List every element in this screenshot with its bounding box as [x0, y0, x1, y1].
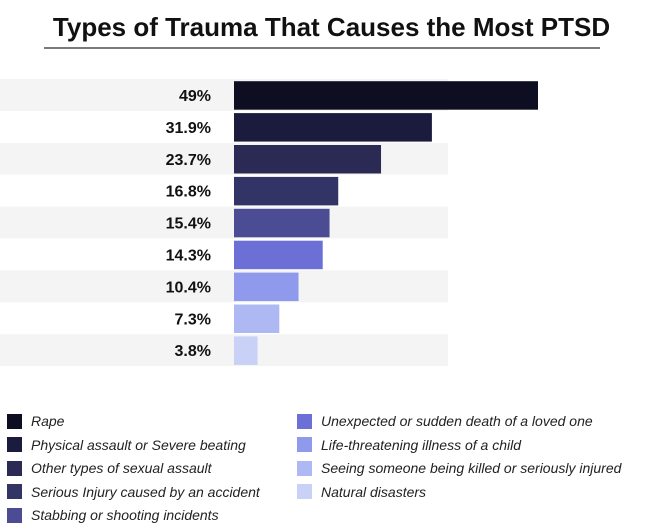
row-band: [0, 334, 448, 367]
value-label: 14.3%: [166, 247, 211, 264]
bar-chart: 49% 31.9% 23.7% 16.8% 15.4% 14.3% 10.4% 7.3% 3.8…: [0, 79, 538, 367]
legend-label: Unexpected or sudden death of a loved on…: [321, 413, 593, 429]
bar: [234, 272, 299, 302]
bar: [234, 240, 323, 270]
bar: [234, 304, 280, 333]
legend-item: Unexpected or sudden death of a loved on…: [297, 411, 593, 431]
legend-swatch: [7, 507, 22, 523]
value-label: 3.8%: [175, 343, 211, 360]
legend-swatch: [297, 484, 312, 499]
bar: [234, 145, 382, 174]
value-label: 7.3%: [175, 311, 211, 328]
chart-legend: Rape Physical assault or Severe beating Ot…: [0, 410, 663, 523]
legend-item: Seeing someone being killed or seriously…: [297, 458, 621, 478]
legend-item: Stabbing or shooting incidents: [7, 505, 219, 525]
value-label: 15.4%: [166, 216, 211, 233]
legend-swatch: [7, 437, 22, 452]
legend-item: Natural disasters: [297, 482, 426, 502]
legend-item: Serious Injury caused by an accident: [7, 482, 260, 502]
legend-label: Stabbing or shooting incidents: [31, 507, 219, 523]
legend-label: Rape: [31, 413, 65, 429]
legend-item: Life-threatening illness of a child: [297, 435, 521, 455]
value-label: 10.4%: [166, 279, 211, 296]
legend-swatch: [7, 460, 22, 476]
legend-swatch: [297, 437, 312, 452]
bar: [234, 113, 432, 142]
legend-label: Physical assault or Severe beating: [31, 436, 246, 453]
legend-label: Other types of sexual assault: [31, 460, 212, 476]
bar: [234, 336, 258, 365]
legend-swatch: [297, 413, 312, 429]
value-label: 23.7%: [166, 152, 211, 169]
bar: [234, 208, 330, 238]
legend-item: Rape: [7, 411, 64, 431]
legend-label: Natural disasters: [321, 483, 427, 500]
bar: [234, 176, 339, 206]
legend-item: Other types of sexual assault: [7, 458, 212, 478]
legend-label: Seeing someone being killed or seriously…: [321, 460, 622, 476]
legend-swatch: [7, 484, 22, 499]
legend-label: Life-threatening illness of a child: [321, 436, 522, 453]
row-band: [0, 206, 448, 239]
legend-swatch: [7, 413, 22, 429]
value-label: 49%: [179, 88, 211, 105]
title-underline: [44, 47, 600, 49]
bar: [234, 81, 538, 110]
row-band: [0, 270, 448, 303]
legend-item: Physical assault or Severe beating: [7, 435, 246, 455]
value-label: 31.9%: [166, 120, 211, 137]
legend-swatch: [297, 460, 312, 476]
value-label: 16.8%: [166, 184, 211, 201]
chart-title: Types of Trauma That Causes the Most PTS…: [52, 12, 611, 42]
legend-label: Serious Injury caused by an accident: [31, 483, 260, 500]
